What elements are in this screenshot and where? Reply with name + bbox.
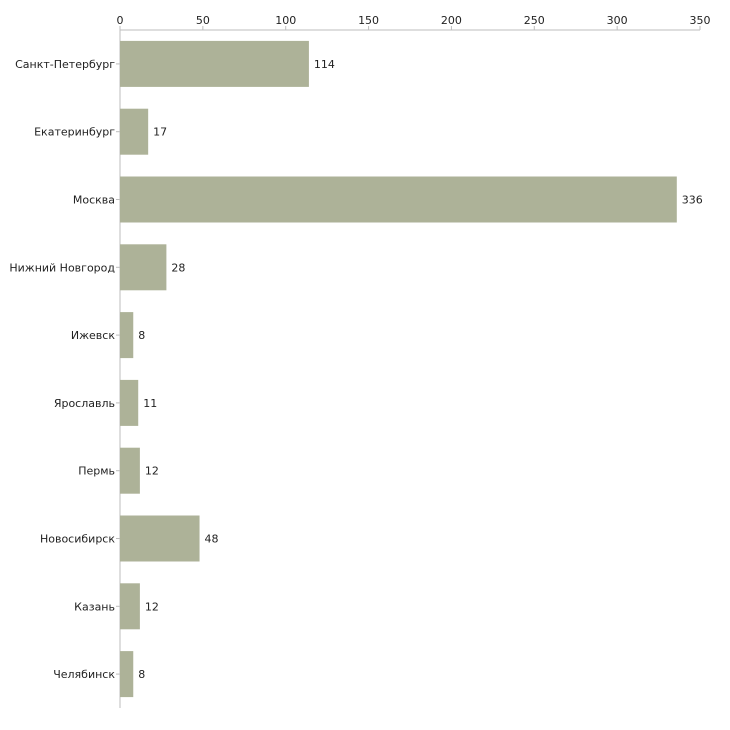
- x-tick-label: 150: [358, 14, 379, 27]
- bar: [120, 244, 167, 291]
- value-labels: 114 17 336 28 8 11 12 48 12 8: [138, 58, 703, 681]
- bar: [120, 651, 134, 698]
- data-label: 12: [145, 465, 159, 478]
- category-label: Новосибирск: [40, 533, 115, 546]
- category-label: Пермь: [78, 465, 115, 478]
- bars: [120, 40, 677, 698]
- data-label: 8: [138, 329, 145, 342]
- data-label: 12: [145, 600, 159, 613]
- data-label: 336: [682, 194, 703, 207]
- category-label: Екатеринбург: [34, 126, 115, 139]
- bar: [120, 40, 309, 87]
- category-label: Челябинск: [53, 668, 115, 681]
- bar: [120, 447, 140, 494]
- data-label: 8: [138, 668, 145, 681]
- x-tick-label: 250: [524, 14, 545, 27]
- category-label: Москва: [73, 194, 115, 207]
- bar: [120, 515, 200, 562]
- category-label: Ижевск: [71, 329, 115, 342]
- x-axis: 0 50 100 150 200 250 300 350: [117, 14, 711, 708]
- x-tick-label: 200: [441, 14, 462, 27]
- category-label: Ярославль: [54, 397, 115, 410]
- x-tick-label: 50: [196, 14, 210, 27]
- bar: [120, 583, 140, 630]
- category-label: Нижний Новгород: [9, 261, 115, 274]
- x-tick-label: 100: [275, 14, 296, 27]
- category-label: Казань: [74, 600, 115, 613]
- data-label: 17: [153, 126, 167, 139]
- data-label: 11: [143, 397, 157, 410]
- category-labels: Санкт-Петербург Екатеринбург Москва Нижний …: [9, 58, 120, 681]
- data-label: 28: [171, 261, 185, 274]
- bar: [120, 108, 149, 155]
- x-tick-label: 0: [117, 14, 124, 27]
- data-label: 48: [205, 533, 219, 546]
- x-tick-label: 300: [607, 14, 628, 27]
- data-label: 114: [314, 58, 335, 71]
- bar: [120, 312, 134, 359]
- x-tick-label: 350: [690, 14, 711, 27]
- category-label: Санкт-Петербург: [15, 58, 115, 71]
- bar: [120, 379, 139, 426]
- bar: [120, 176, 677, 223]
